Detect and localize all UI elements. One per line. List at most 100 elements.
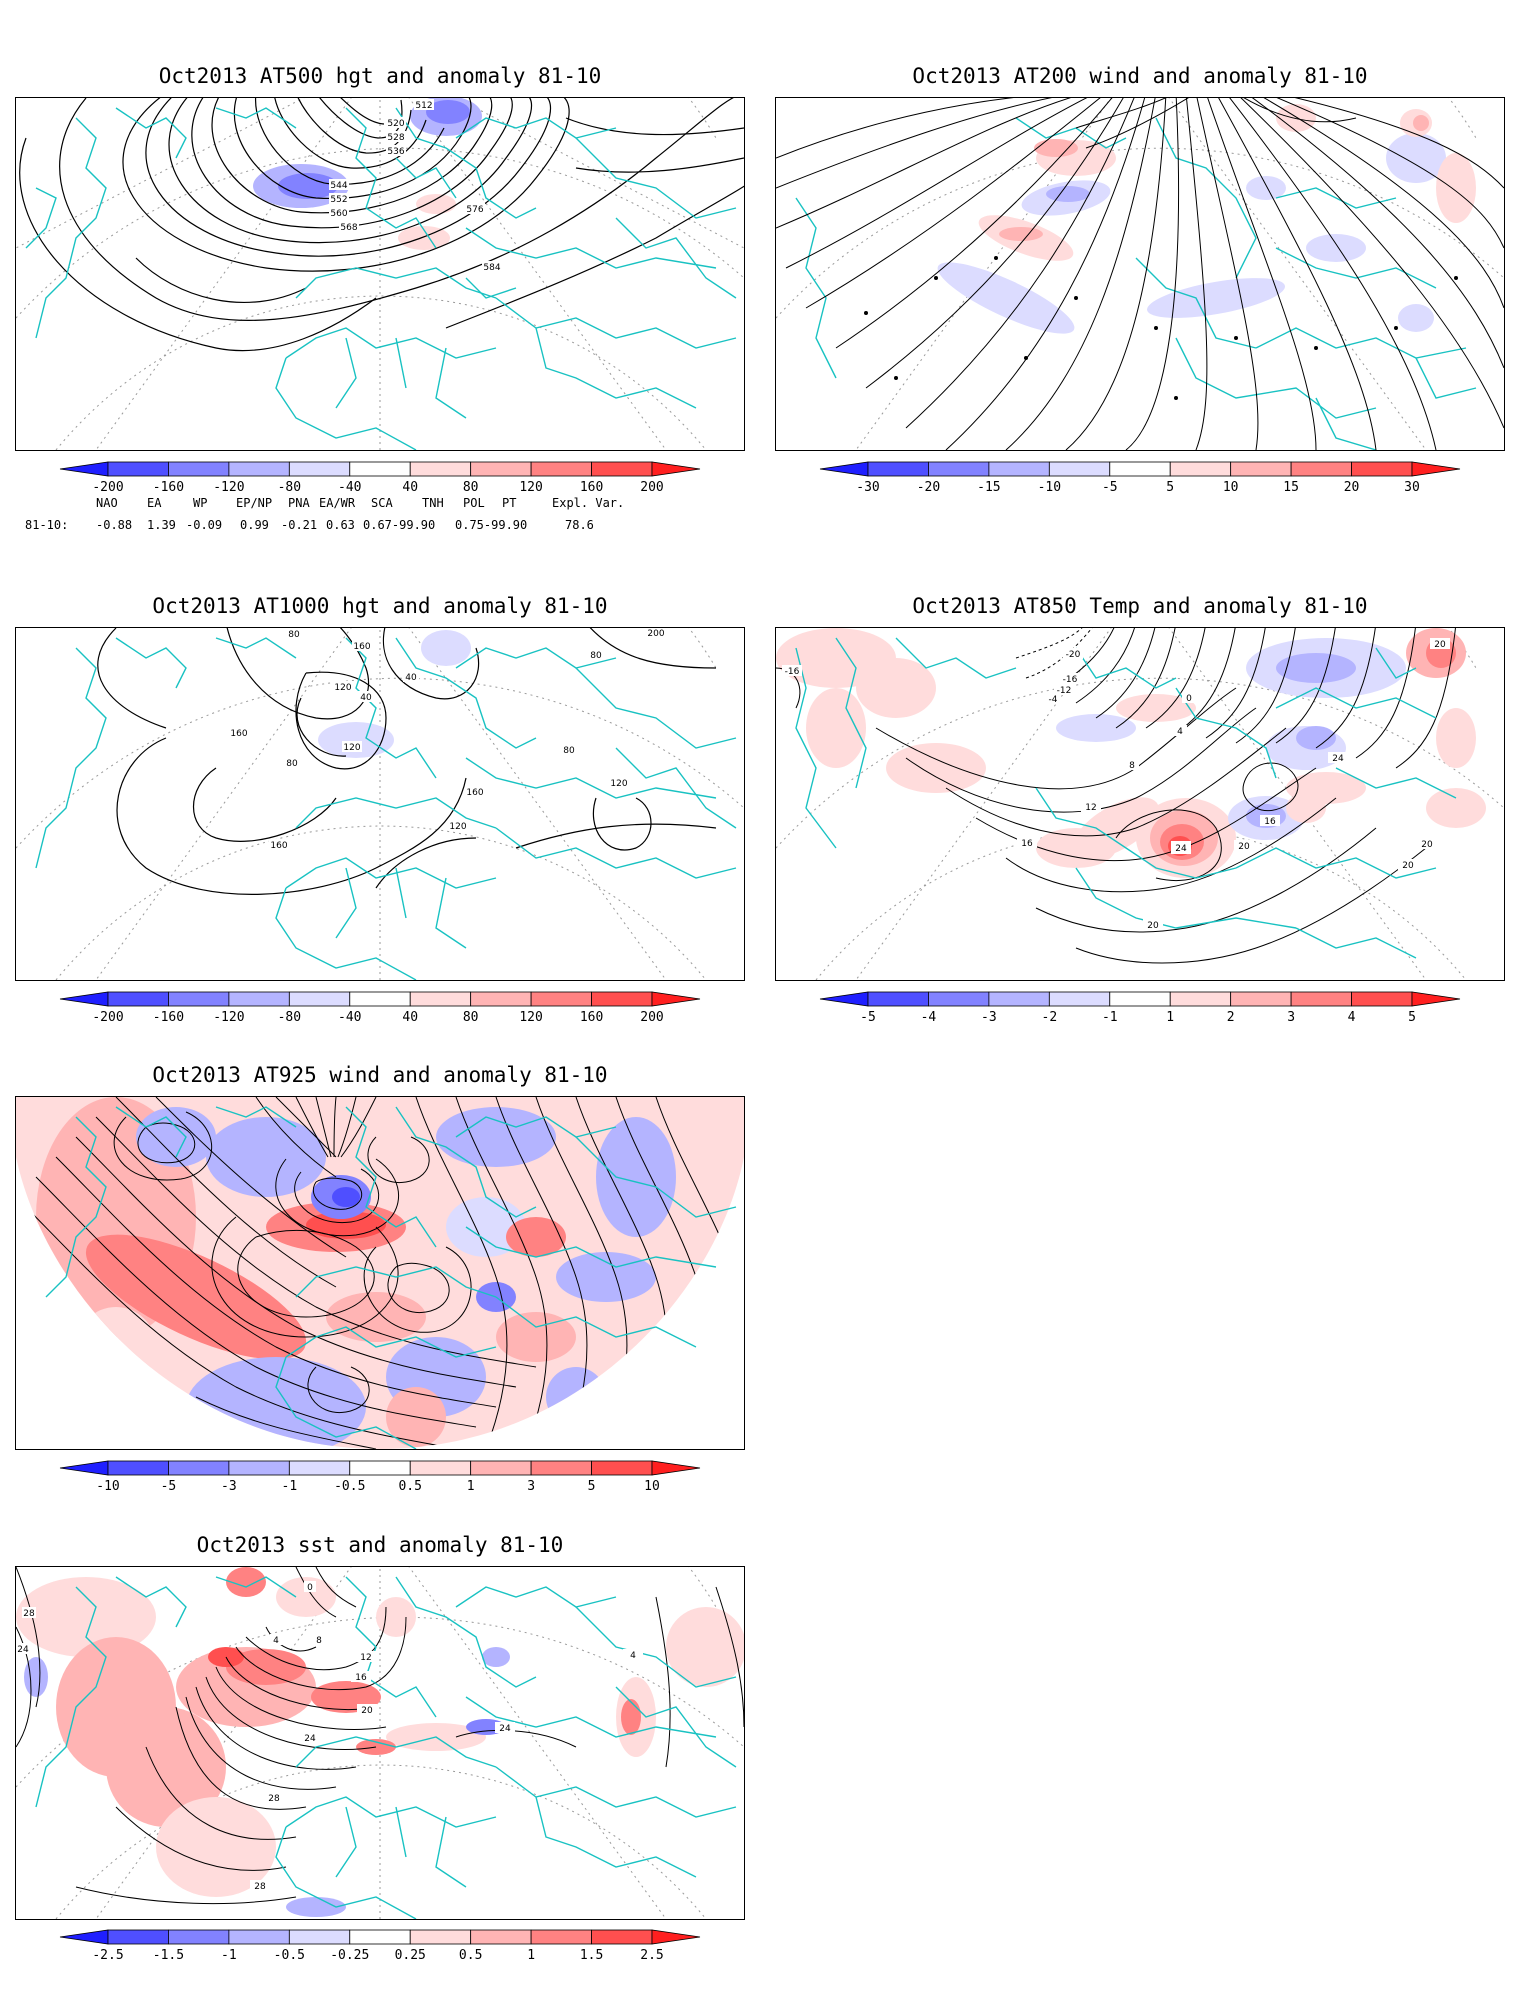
contour-label: 120 [610, 779, 627, 789]
contour-label: -16 [1063, 675, 1078, 685]
colorbar-tick-label: -120 [213, 1010, 244, 1025]
contour-label: 24 [17, 1645, 29, 1655]
colorbar-tick-label: -40 [338, 480, 361, 495]
contour-label: 24 [499, 1724, 511, 1734]
colorbar-tick-label: -2.5 [92, 1948, 123, 1963]
colorbar-arrow-left [59, 1460, 109, 1476]
contour-label: 120 [343, 743, 360, 753]
colorbar-tick-label: 80 [463, 480, 479, 495]
colorbar-segment [1290, 991, 1352, 1007]
map-svg [776, 98, 1504, 450]
colorbar-svg: -200 -160 -120 -80 -40 40 80 120 160 200 [59, 991, 701, 1025]
colorbar-segment [988, 461, 1050, 477]
contour-label: 8 [1129, 761, 1135, 771]
contour-label: -4 [1049, 695, 1058, 705]
contour-label: 24 [1175, 844, 1187, 854]
colorbar-segment [1169, 461, 1232, 477]
index-value: 1.39 [147, 518, 176, 532]
contour-label: 4 [273, 1636, 279, 1646]
index-row-label: 81-10: [25, 518, 69, 532]
colorbar-arrow-right [651, 1460, 701, 1476]
colorbar-segment [349, 1460, 411, 1476]
colorbar-svg: -2.5 -1.5 -1 -0.5 -0.25 0.25 0.5 1 1.5 2.5 [59, 1929, 701, 1963]
colorbar-tick-label: 15 [1283, 480, 1299, 495]
index-value: -0.09 [186, 518, 223, 532]
panel-title: Oct2013 AT500 hgt and anomaly 81-10 [158, 64, 602, 88]
colorbar-segment [988, 991, 1050, 1007]
colorbar-segment [349, 461, 411, 477]
contour-label: 160 [466, 788, 483, 798]
colorbar-tick-label: 3 [1287, 1010, 1295, 1025]
colorbar-segment [470, 1460, 532, 1476]
colorbar-segment [409, 1929, 472, 1945]
colorbar-arrow-left [59, 1929, 109, 1945]
panel-title: Oct2013 AT200 wind and anomaly 81-10 [912, 64, 1368, 88]
colorbar-tick-label: -0.5 [334, 1479, 365, 1494]
colorbar-tick-label: -0.25 [330, 1948, 369, 1963]
contour-label: 560 [330, 209, 347, 219]
contour-label: 536 [387, 147, 404, 157]
contour-label: 80 [286, 759, 298, 769]
colorbar-tick-label: 160 [580, 1010, 603, 1025]
colorbar-segment [1230, 461, 1292, 477]
contour-label: 24 [304, 1734, 316, 1744]
colorbar-at200: -30 -20 -15 -10 -5 5 10 15 20 30 [819, 460, 1461, 496]
colorbar-tick-label: 200 [640, 1010, 663, 1025]
contour-label: 16 [1021, 839, 1033, 849]
colorbar-segment [409, 991, 472, 1007]
colorbar-segment [168, 1929, 230, 1945]
contour-label: 16 [1264, 817, 1276, 827]
map-svg: 28 24 0 4 8 12 16 20 24 24 28 28 4 [16, 1567, 744, 1919]
panel-title: Oct2013 AT925 wind and anomaly 81-10 [152, 1063, 608, 1087]
contour-label: 120 [334, 683, 351, 693]
colorbar-tick-label: -1 [1102, 1010, 1118, 1025]
colorbar-tick-label: 1 [1166, 1010, 1174, 1025]
contour-label: 20 [361, 1706, 373, 1716]
contour-label: -12 [1057, 686, 1072, 696]
map-svg [16, 1097, 744, 1449]
contour-label: 12 [360, 1653, 371, 1663]
colorbar-segment [409, 1460, 472, 1476]
colorbar-tick-label: 40 [402, 1010, 418, 1025]
colorbar-tick-label: 0.5 [459, 1948, 482, 1963]
index-value: 0.99 [240, 518, 269, 532]
colorbar-segment [1048, 461, 1111, 477]
colorbar-tick-label: 0.5 [398, 1479, 421, 1494]
map-at1000: 80 160 200 120 40 40 80 120 160 80 160 1… [15, 627, 745, 981]
colorbar-tick-label: 2 [1227, 1010, 1235, 1025]
colorbar-tick-label: -5 [161, 1479, 177, 1494]
contour-label: 20 [1421, 840, 1433, 850]
colorbar-tick-label: 120 [519, 1010, 542, 1025]
colorbar-tick-label: -1.5 [153, 1948, 184, 1963]
colorbar-tick-label: -5 [860, 1010, 876, 1025]
colorbar-segment [591, 991, 653, 1007]
colorbar-segment [591, 461, 653, 477]
colorbar-tick-label: 2.5 [640, 1948, 663, 1963]
colorbar-segment [1290, 461, 1352, 477]
colorbar-segment [1351, 991, 1413, 1007]
colorbar-sst: -2.5 -1.5 -1 -0.5 -0.25 0.25 0.5 1 1.5 2.5 [59, 1928, 701, 1964]
index-header: EA [147, 496, 162, 510]
colorbar-tick-label: -3 [221, 1479, 237, 1494]
contour-label: 0 [1186, 694, 1192, 704]
index-value: 0.67-99.90 [363, 518, 436, 532]
colorbar-svg: -30 -20 -15 -10 -5 5 10 15 20 30 [819, 461, 1461, 495]
index-header: POL [463, 496, 485, 510]
colorbar-tick-label: 200 [640, 480, 663, 495]
colorbar-segment [409, 461, 472, 477]
contour-label: 4 [1177, 727, 1183, 737]
contour-label: 544 [330, 181, 347, 191]
colorbar-tick-label: -120 [213, 480, 244, 495]
index-header: SCA [371, 496, 393, 510]
colorbar-segment [288, 1460, 351, 1476]
colorbar-tick-label: -0.5 [274, 1948, 305, 1963]
map-svg: 80 160 200 120 40 40 80 120 160 80 160 1… [16, 628, 744, 980]
colorbar-segment [228, 1929, 290, 1945]
colorbar-tick-label: -200 [92, 1010, 123, 1025]
colorbar-segment [928, 991, 990, 1007]
colorbar-svg: -200 -160 -120 -80 -40 40 80 120 160 200 [59, 461, 701, 495]
map-svg: 512 520 528 536 544 552 560 568 576 584 [16, 98, 744, 450]
colorbar-segment [1109, 461, 1171, 477]
contour-label: 12 [1085, 803, 1096, 813]
contour-label: 4 [630, 1651, 636, 1661]
